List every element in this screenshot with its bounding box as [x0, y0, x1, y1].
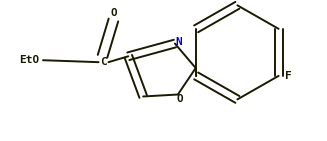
- Text: N: N: [176, 37, 182, 47]
- Text: C: C: [100, 57, 107, 67]
- Text: O: O: [110, 8, 117, 18]
- Text: F: F: [285, 71, 292, 81]
- Text: EtO: EtO: [19, 55, 39, 65]
- Text: O: O: [177, 94, 183, 104]
